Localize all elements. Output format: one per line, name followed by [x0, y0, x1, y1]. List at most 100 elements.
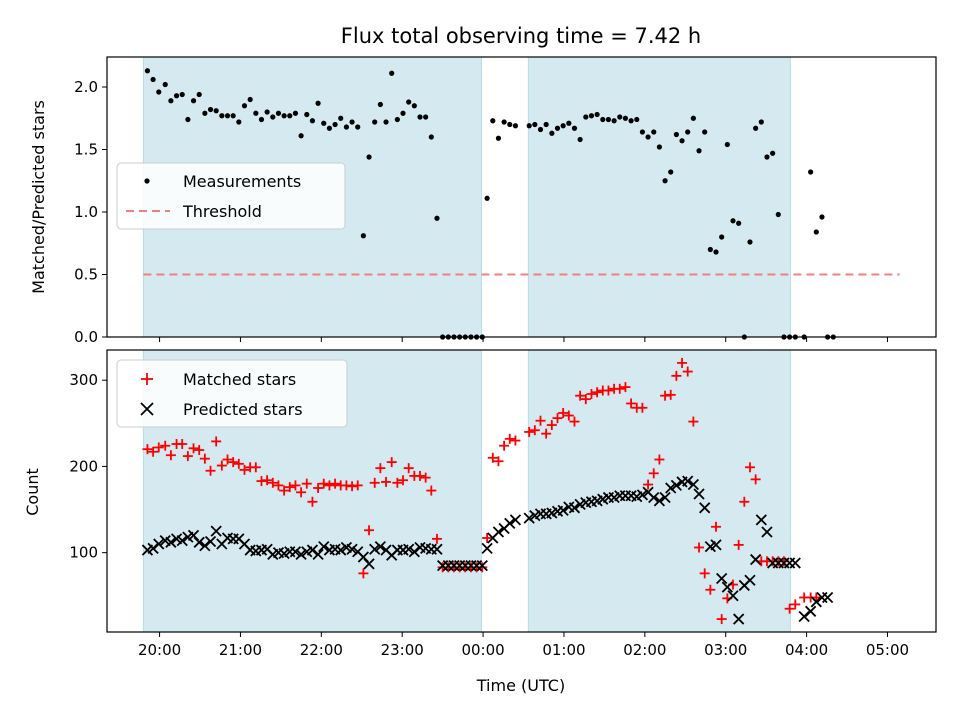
- x-stroke: [352, 546, 364, 558]
- measurement-point: [690, 115, 696, 121]
- x-stroke: [721, 581, 733, 593]
- measurement-point: [617, 114, 623, 120]
- predicted-star-point: [363, 558, 375, 570]
- matched-star-point: [228, 457, 239, 468]
- x-stroke: [295, 548, 307, 561]
- measurement-point: [355, 124, 361, 130]
- legend-label-matched: Matched stars: [183, 370, 296, 389]
- measurement-point: [490, 118, 496, 124]
- count-panel: 20:00 21:00 22:00 23:00 00:00 01:00 02:00 03:00…: [23, 349, 937, 695]
- measurement-point: [185, 116, 191, 123]
- measurement-point: [764, 154, 770, 160]
- predicted-star-point: [492, 526, 505, 538]
- x-stroke: [563, 501, 575, 513]
- predicted-star-point: [523, 512, 535, 524]
- predicted-star-point: [403, 543, 415, 555]
- x-stroke: [170, 533, 183, 545]
- observing-window-band: [527, 56, 791, 338]
- measurement-point: [338, 115, 344, 121]
- predicted-star-point: [193, 536, 205, 548]
- matched-star-point: [262, 475, 273, 486]
- x-stroke: [272, 547, 285, 559]
- matched-star-point: [739, 496, 750, 507]
- predicted-star-point: [721, 581, 733, 593]
- matched-star-point: [290, 480, 301, 491]
- matched-star-point: [330, 478, 341, 489]
- matched-star-point: [177, 439, 188, 449]
- measurement-point: [207, 106, 214, 113]
- matched-star-point: [682, 366, 693, 377]
- measurement-point: [281, 113, 287, 119]
- measurement-point: [332, 121, 338, 128]
- measurement-point: [258, 116, 265, 123]
- measurement-point: [144, 68, 151, 74]
- x-tick-label: 04:00: [785, 641, 828, 659]
- legend-x-marker: [140, 402, 154, 416]
- measurement-point: [298, 133, 304, 139]
- predicted-star-point: [568, 502, 581, 514]
- matched-star-point: [620, 382, 631, 393]
- predicted-star-point: [699, 502, 711, 514]
- predicted-star-point: [346, 543, 358, 555]
- x-stroke: [727, 590, 739, 602]
- measurement-point: [377, 101, 383, 108]
- matched-star-point: [250, 462, 261, 473]
- x-stroke: [568, 502, 581, 514]
- x-tick-label: 20:00: [138, 641, 181, 659]
- measurement-point: [702, 129, 708, 135]
- matched-star-point: [267, 477, 278, 488]
- count-panel-frame: [106, 349, 937, 633]
- matched-star-point: [592, 387, 603, 398]
- measurement-point: [758, 119, 764, 125]
- predicted-star-point: [750, 553, 762, 566]
- measurement-point: [428, 134, 434, 140]
- matched-star-point: [188, 443, 199, 454]
- measurement-point: [560, 123, 566, 129]
- ratio-panel-frame: [106, 56, 937, 338]
- x-stroke: [789, 557, 801, 569]
- measurement-point: [600, 116, 606, 123]
- x-stroke: [733, 613, 745, 625]
- x-stroke: [289, 546, 302, 558]
- measurement-point: [639, 129, 646, 135]
- matched-star-point: [614, 383, 625, 394]
- matched-star-point: [694, 542, 705, 553]
- x-stroke: [665, 482, 677, 494]
- x-tick-label: 00:00: [461, 641, 504, 659]
- x-stroke: [380, 544, 392, 556]
- measurement-point: [532, 121, 538, 128]
- measurement-point: [304, 111, 310, 118]
- x-stroke: [369, 543, 381, 555]
- matched-star-point: [318, 478, 329, 489]
- ratio-panel-x-ticks: [159, 337, 888, 342]
- measurement-point: [571, 125, 578, 131]
- matched-star-point: [575, 390, 586, 401]
- matched-star-point: [711, 521, 722, 532]
- x-tick-label: 22:00: [300, 641, 343, 659]
- x-stroke: [187, 529, 200, 542]
- measurement-point: [219, 113, 225, 119]
- x-stroke: [710, 539, 722, 551]
- measurement-point: [808, 169, 814, 175]
- x-stroke: [318, 540, 330, 553]
- matched-star-point: [705, 584, 716, 595]
- matched-star-point: [482, 533, 493, 543]
- predicted-star-point: [755, 514, 767, 526]
- x-stroke: [481, 542, 493, 554]
- x-stroke: [261, 543, 273, 555]
- matched-star-point: [358, 568, 369, 579]
- measurement-point: [566, 120, 572, 126]
- matched-star-point: [637, 402, 648, 413]
- x-stroke: [204, 535, 217, 548]
- x-tick-label: 01:00: [542, 641, 585, 659]
- matched-star-point: [352, 480, 363, 491]
- measurement-point: [275, 110, 282, 116]
- measurement-point: [668, 169, 674, 175]
- x-stroke: [523, 512, 535, 524]
- measurement-point: [622, 115, 629, 121]
- x-stroke: [329, 543, 341, 555]
- predicted-star-point: [810, 596, 822, 608]
- measurement-point: [501, 119, 507, 125]
- x-stroke: [346, 543, 358, 555]
- predicted-star-point: [670, 479, 683, 492]
